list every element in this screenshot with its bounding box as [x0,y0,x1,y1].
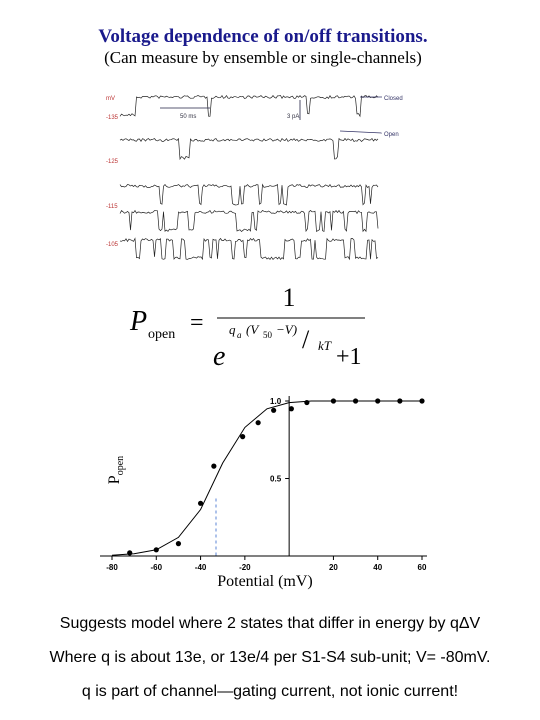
equation: P open = 1 e q a (V 50 −V) / kT +1 [129,283,365,372]
open-arrow [339,130,383,134]
voltage-label: -115 [106,204,118,210]
voltage-label: -105 [106,242,119,248]
data-point [211,463,217,469]
data-point [288,406,294,412]
text-line: q is part of channel—gating current, not… [82,683,458,700]
eq-base: e [213,341,225,372]
data-point [240,434,246,440]
voltage-label: -135 [106,115,119,121]
title: Voltage dependence of on/off transitions… [98,26,427,47]
data-point [255,420,261,426]
y-axis-label: Popen [106,456,126,484]
data-point [271,407,277,413]
eq-q-sub: a [237,330,242,340]
eq-rest: −V) [276,322,297,337]
data-point [197,500,204,506]
fit-curve [111,400,422,556]
p-open-chart: -80 -60 -40 -20 20 40 60 0.5 1.0 Potential (mV) Po… [100,396,427,590]
eq-v-sub: 50 [263,330,273,340]
x-tick-label: -20 [239,563,251,572]
y-label-main: P [106,475,123,484]
voltage-label: mV [106,96,115,102]
data-point [127,550,133,556]
x-tick-label: 20 [329,563,338,572]
eq-numerator: 1 [283,283,296,312]
x-tick-label: -40 [195,563,207,572]
y-tick-label: 1.0 [270,397,282,406]
current-trace [119,237,379,261]
eq-kt: kT [318,338,332,353]
eq-plus: +1 [336,344,362,370]
x-tick-label: 60 [418,563,427,572]
open-label: Open [384,132,399,138]
current-trace [119,183,379,206]
data-point [175,541,182,547]
current-scale: 3 pA [287,114,299,120]
eq-equals: = [190,310,204,336]
time-scale: 50 ms [180,114,196,120]
x-tick-label: -80 [106,563,118,572]
trace-figure: mV -135 -125 -115 -105 50 ms 3 pA Closed Open [106,94,403,261]
current-trace [119,94,379,118]
text-line: Suggests model where 2 states that diffe… [60,615,481,632]
text-line: Where q is about 13e, or 13e/4 per S1-S4… [50,649,491,666]
eq-paren: (V [246,322,260,337]
y-tick-label: 0.5 [270,475,282,484]
current-trace [119,209,379,233]
x-tick-label: -60 [151,563,163,572]
y-label-sub: open [115,456,126,475]
closed-label: Closed [384,96,403,102]
x-tick-label: 40 [373,563,382,572]
voltage-label: -125 [106,159,119,165]
current-trace [119,137,379,161]
x-axis-label: Potential (mV) [217,573,313,590]
eq-p-sub: open [148,327,175,342]
eq-slash: / [302,325,310,354]
subtitle: (Can measure by ensemble or single-chann… [104,48,422,67]
eq-p: P [129,306,147,337]
eq-q: q [229,322,236,337]
